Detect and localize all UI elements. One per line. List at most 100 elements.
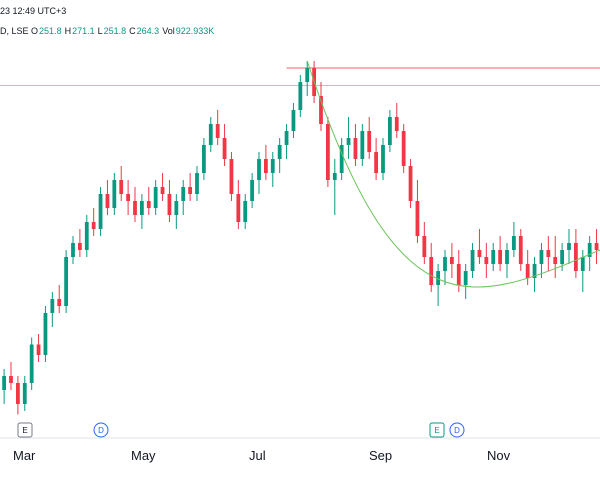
exchange-label: D, LSE [0,26,29,36]
candle-body [484,257,489,264]
candle-body [381,145,385,173]
candle-body [573,243,578,271]
candle-body [160,187,165,194]
candle-body [284,131,289,145]
candle-body [29,344,34,383]
candle-body [291,110,296,131]
marker-label: D [98,426,104,435]
candle-body [181,187,186,201]
candle-body [229,159,234,194]
candle-body [305,68,310,82]
ohlc-value: 271.1 [72,26,95,36]
candle-body [470,250,475,271]
candle-body [387,117,392,145]
candle-body [532,264,537,278]
earnings-marker[interactable] [429,422,445,438]
candle-body [201,145,206,173]
candle-body [394,117,399,131]
dividend-marker[interactable] [93,422,109,438]
ohlc-values: O251.8 H271.1 L251.8 C264.3 Vol922.933K [31,26,217,36]
candle-body [518,236,523,264]
candle-body [339,145,344,173]
x-tick-label: May [131,448,156,463]
candle-body [250,180,255,201]
candle-body [236,194,241,222]
candle-body [43,313,48,355]
candle-body [22,383,27,404]
candle-body [208,124,213,145]
ohlc-value: 264.3 [136,26,160,36]
candle-body [84,222,89,250]
marker-label: E [22,426,27,435]
candle-body [98,194,103,229]
header-datetime: 23 12:49 UTC+3 [0,6,67,16]
candle-body [436,271,441,285]
candle-body [505,250,509,264]
marker-label: D [454,426,460,435]
candle-body [298,82,303,110]
candle-body [126,194,131,201]
candle-body [360,131,365,159]
candle-body [374,152,379,173]
candle-body [587,243,592,257]
candle-body [119,180,124,194]
candle-body [263,159,268,173]
candle-body [367,131,372,152]
ohlc-key: Vol [162,26,175,36]
candle-body [594,243,599,250]
candle-body [277,145,282,159]
candle-body [353,138,358,159]
x-tick-label: Nov [487,448,511,463]
candle-body [491,250,496,264]
candle-body [553,257,558,264]
candle-body [346,138,351,145]
candle-body [560,250,565,264]
candle-body [146,201,151,208]
ohlc-value: 251.8 [39,26,62,36]
candle-body [91,222,96,229]
ohlc-legend: D, LSE O251.8 H271.1 L251.8 C264.3 Vol922.93… [0,26,217,36]
candle-body [567,243,571,250]
rounding-bottom-curve[interactable] [306,60,600,288]
candle-body [546,250,551,257]
ohlc-value: 251.8 [103,26,127,36]
candle-body [77,243,82,250]
candle-body [257,159,261,180]
candle-body [36,344,41,355]
ohlc-key: L [97,26,103,36]
candle-body [9,376,13,383]
candle-body [64,257,69,306]
candle-body [2,376,7,390]
candle-body [401,131,406,166]
candle-body [153,187,158,208]
dividend-marker[interactable] [449,422,465,438]
candle-body [188,187,193,194]
ohlc-key: C [129,26,136,36]
candle-body [408,166,413,201]
x-tick-label: Sep [369,448,392,463]
candle-body [139,201,144,215]
marker-label: E [434,426,439,435]
candle-body [477,250,482,257]
candle-body [539,250,544,264]
candle-body [449,257,454,264]
candle-body [422,236,427,257]
candle-body [443,257,447,271]
candle-body [332,173,337,180]
x-tick-label: Jul [249,448,266,463]
candle-body [105,194,110,208]
candle-body [580,257,585,271]
x-tick-label: Mar [13,448,36,463]
candlestick-series [2,61,599,415]
ohlc-value: 922.933K [175,26,215,36]
candle-body [456,264,461,285]
time-axis[interactable]: Mar May Jul Sep Nov [13,448,511,463]
earnings-marker[interactable] [17,422,33,438]
ohlc-key: O [31,26,39,36]
candle-body [50,299,55,313]
candle-body [429,257,434,285]
candle-body [511,236,516,250]
candle-body [15,383,20,404]
candle-body [174,201,179,215]
